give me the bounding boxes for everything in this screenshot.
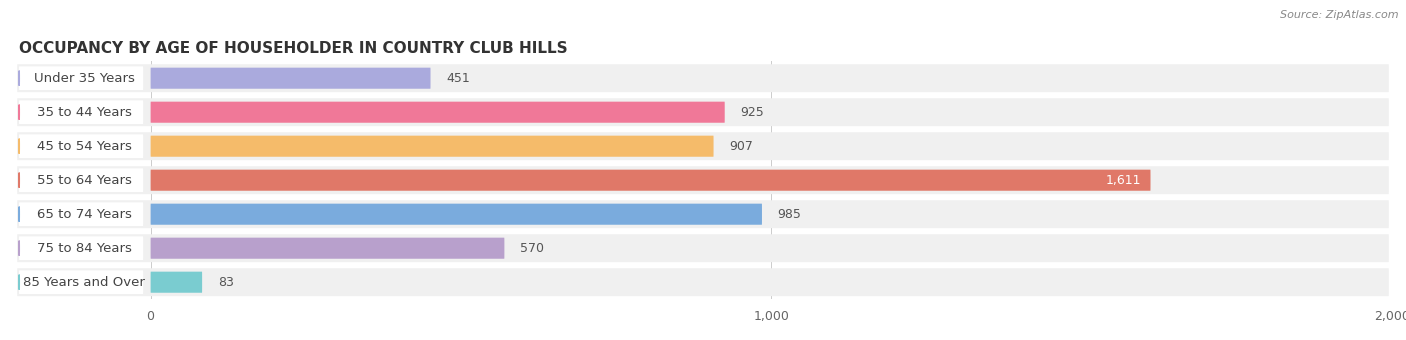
FancyBboxPatch shape xyxy=(20,134,143,158)
FancyBboxPatch shape xyxy=(17,98,1389,126)
FancyBboxPatch shape xyxy=(150,102,724,123)
FancyBboxPatch shape xyxy=(150,170,1150,191)
Text: Source: ZipAtlas.com: Source: ZipAtlas.com xyxy=(1281,10,1399,20)
Text: 55 to 64 Years: 55 to 64 Years xyxy=(37,174,132,187)
Text: 451: 451 xyxy=(446,72,470,85)
FancyBboxPatch shape xyxy=(150,238,505,259)
Text: 570: 570 xyxy=(520,242,544,255)
FancyBboxPatch shape xyxy=(17,64,1389,92)
Text: 1,611: 1,611 xyxy=(1105,174,1142,187)
FancyBboxPatch shape xyxy=(20,66,143,90)
Text: 907: 907 xyxy=(730,140,754,153)
FancyBboxPatch shape xyxy=(150,204,762,225)
FancyBboxPatch shape xyxy=(17,200,1389,228)
FancyBboxPatch shape xyxy=(20,202,143,226)
Text: 83: 83 xyxy=(218,276,233,289)
Text: 985: 985 xyxy=(778,208,801,221)
FancyBboxPatch shape xyxy=(17,234,1389,262)
FancyBboxPatch shape xyxy=(17,132,1389,160)
FancyBboxPatch shape xyxy=(20,236,143,260)
FancyBboxPatch shape xyxy=(150,68,430,89)
Text: 925: 925 xyxy=(740,106,763,119)
FancyBboxPatch shape xyxy=(150,136,714,157)
FancyBboxPatch shape xyxy=(20,270,143,294)
Text: OCCUPANCY BY AGE OF HOUSEHOLDER IN COUNTRY CLUB HILLS: OCCUPANCY BY AGE OF HOUSEHOLDER IN COUNT… xyxy=(20,41,568,56)
Text: 85 Years and Over: 85 Years and Over xyxy=(24,276,145,289)
FancyBboxPatch shape xyxy=(20,168,143,192)
FancyBboxPatch shape xyxy=(20,100,143,124)
Text: 35 to 44 Years: 35 to 44 Years xyxy=(37,106,132,119)
FancyBboxPatch shape xyxy=(150,272,202,293)
Text: 75 to 84 Years: 75 to 84 Years xyxy=(37,242,132,255)
Text: 45 to 54 Years: 45 to 54 Years xyxy=(37,140,132,153)
FancyBboxPatch shape xyxy=(17,268,1389,296)
Text: 65 to 74 Years: 65 to 74 Years xyxy=(37,208,132,221)
FancyBboxPatch shape xyxy=(17,166,1389,194)
Text: Under 35 Years: Under 35 Years xyxy=(34,72,135,85)
